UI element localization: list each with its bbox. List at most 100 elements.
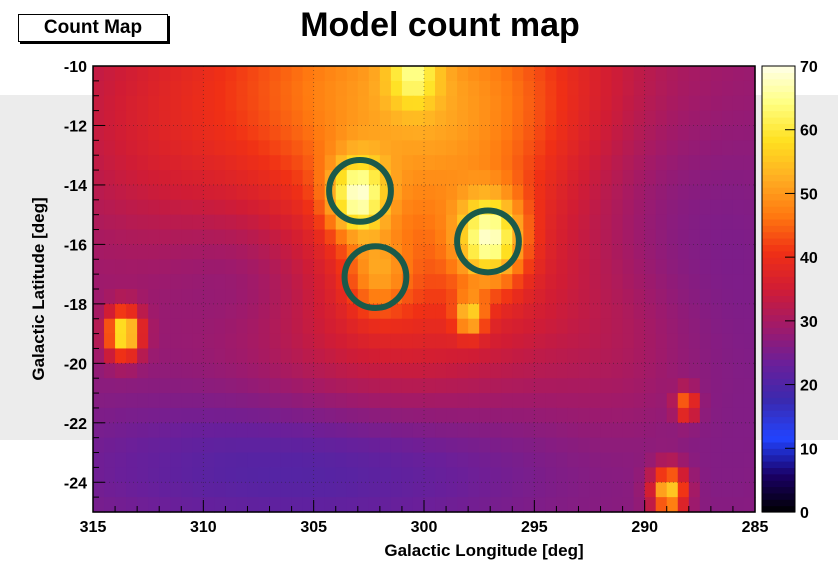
heatmap-cell: [457, 363, 469, 379]
heatmap-cell: [170, 244, 182, 260]
heatmap-cell: [611, 229, 624, 245]
heatmap-cell: [159, 393, 171, 409]
heatmap-cell: [534, 422, 546, 439]
heatmap-cell: [699, 229, 712, 245]
colorbar-tick-label: 60: [800, 123, 818, 140]
heatmap-cell: [115, 318, 127, 335]
heatmap-cell: [457, 482, 469, 498]
heatmap-cell: [578, 95, 591, 112]
x-tick-label: 315: [80, 519, 107, 536]
heatmap-cell: [677, 497, 690, 513]
heatmap-cell: [170, 214, 182, 231]
heatmap-cell: [335, 407, 348, 424]
heatmap-cell: [732, 274, 745, 290]
heatmap-cell: [181, 333, 193, 350]
heatmap-cell: [269, 274, 282, 290]
heatmap-cell: [170, 155, 182, 171]
heatmap-cell: [468, 110, 480, 127]
heatmap-cell: [633, 303, 646, 320]
heatmap-cell: [214, 497, 226, 513]
colorbar-band: [762, 320, 795, 328]
heatmap-cell: [710, 422, 723, 439]
heatmap-cell: [501, 170, 513, 186]
heatmap-cell: [269, 155, 282, 171]
colorbar-tick-label: 10: [800, 441, 818, 458]
heatmap-cell: [721, 437, 734, 454]
heatmap-cell: [192, 80, 204, 97]
heatmap-cell: [324, 140, 337, 156]
heatmap-cell: [446, 244, 458, 260]
heatmap-cell: [457, 140, 469, 156]
heatmap-cell: [622, 259, 635, 275]
heatmap-cell: [721, 170, 734, 186]
heatmap-cell: [225, 289, 238, 305]
colorbar-frame: [761, 65, 796, 513]
heatmap-cell: [534, 437, 546, 454]
heatmap-cell: [655, 497, 668, 513]
heatmap-cell: [677, 125, 690, 141]
heatmap-cell: [655, 66, 668, 82]
heatmap-cell: [545, 318, 557, 335]
colorbar-band: [762, 416, 795, 424]
heatmap-cell: [589, 422, 602, 439]
heatmap-cell: [556, 110, 569, 127]
heatmap-cell: [104, 378, 116, 394]
heatmap-cell: [203, 318, 215, 335]
heatmap-cell: [357, 80, 370, 97]
colorbar-band: [762, 429, 795, 437]
heatmap-cell: [523, 452, 535, 468]
heatmap-cell: [677, 482, 690, 498]
heatmap-cell: [324, 482, 337, 498]
x-tick-label: 290: [631, 519, 658, 536]
heatmap-cell: [666, 407, 679, 424]
heatmap-cell: [335, 125, 348, 141]
heatmap-cell: [291, 199, 304, 216]
heatmap-cell: [457, 289, 469, 305]
heatmap-cell: [115, 333, 127, 350]
heatmap-cell: [126, 199, 138, 216]
heatmap-cell: [126, 110, 138, 127]
heatmap-cell: [622, 274, 635, 290]
heatmap-cell: [126, 244, 138, 260]
heatmap-cell: [633, 452, 646, 468]
heatmap-cell: [468, 155, 480, 171]
heatmap-cell: [534, 289, 546, 305]
colorbar-band: [762, 212, 795, 220]
heatmap-cell: [236, 214, 249, 231]
heatmap-cell: [501, 303, 513, 320]
heatmap-cell: [324, 110, 337, 127]
heatmap-cell: [490, 274, 502, 290]
heatmap-cell: [710, 318, 723, 335]
heatmap-cell: [600, 363, 613, 379]
heatmap-cell: [192, 378, 204, 394]
heatmap-cell: [236, 259, 249, 275]
heatmap-cell: [534, 140, 546, 156]
heatmap-cell: [192, 452, 204, 468]
heatmap-cell: [159, 407, 171, 424]
heatmap-cell: [214, 333, 226, 350]
heatmap-cell: [93, 244, 105, 260]
heatmap-cell: [324, 467, 337, 483]
heatmap-cell: [390, 140, 403, 156]
heatmap-cell: [214, 244, 226, 260]
heatmap-cell: [368, 229, 381, 245]
heatmap-cell: [545, 363, 557, 379]
heatmap-cell: [567, 318, 580, 335]
heatmap-cell: [644, 95, 657, 112]
heatmap-cell: [93, 140, 105, 156]
heatmap-cell: [578, 80, 591, 97]
colorbar-band: [762, 499, 795, 507]
heatmap-cell: [412, 378, 425, 394]
heatmap-cell: [512, 467, 524, 483]
heatmap-cell: [567, 303, 580, 320]
heatmap-cell: [137, 289, 149, 305]
heatmap-cell: [523, 363, 535, 379]
heatmap-cell: [512, 363, 524, 379]
heatmap-cell: [424, 259, 436, 275]
heatmap-cell: [501, 80, 513, 97]
heatmap-cell: [424, 422, 436, 439]
heatmap-cell: [644, 140, 657, 156]
heatmap-cell: [490, 244, 502, 260]
heatmap-cell: [655, 199, 668, 216]
heatmap-cell: [677, 422, 690, 439]
